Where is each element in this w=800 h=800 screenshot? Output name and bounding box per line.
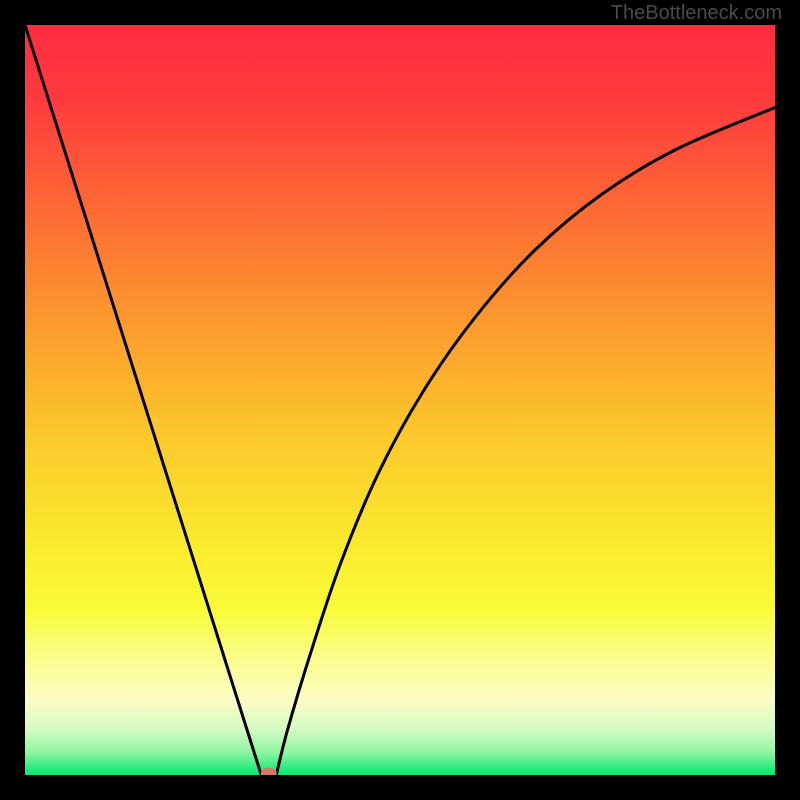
curve-left-segment bbox=[25, 25, 261, 775]
watermark-text: TheBottleneck.com bbox=[611, 2, 782, 25]
chart-area bbox=[25, 25, 775, 775]
optimum-marker bbox=[261, 768, 277, 776]
bottleneck-curve bbox=[25, 25, 775, 775]
curve-right-segment bbox=[276, 108, 775, 776]
